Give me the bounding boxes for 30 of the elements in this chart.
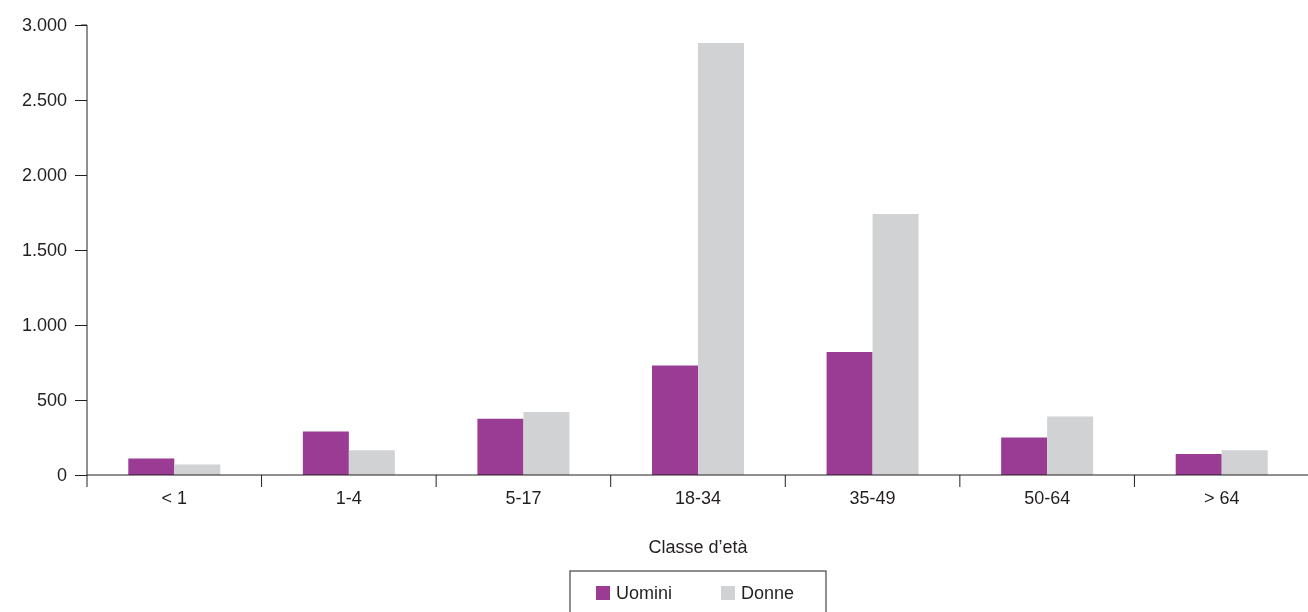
bar — [128, 458, 175, 475]
y-tick-label: 2.000 — [21, 165, 67, 186]
y-tick-label: 3.000 — [21, 15, 67, 36]
x-tick-label: 5-17 — [505, 487, 542, 508]
bar — [826, 352, 873, 475]
y-tick-label: 1.000 — [21, 315, 67, 336]
bar — [477, 418, 524, 475]
x-tick-label: > 64 — [1203, 487, 1240, 508]
bar — [302, 431, 349, 475]
y-tick-label: 1.500 — [21, 240, 67, 261]
bar — [348, 450, 395, 475]
legend-label: Uomini — [616, 583, 673, 603]
x-tick-label: 50-64 — [1024, 487, 1071, 508]
x-axis-title: Classe d’età — [648, 537, 749, 557]
x-tick-label: 1-4 — [335, 487, 362, 508]
legend-label: Donne — [741, 583, 795, 603]
bar — [523, 412, 570, 475]
bar — [1047, 416, 1094, 475]
bar — [1175, 454, 1222, 475]
y-tick-label: 0 — [56, 465, 67, 486]
x-tick-label: 35-49 — [849, 487, 896, 508]
bar — [1001, 437, 1048, 475]
x-tick-label: 18-34 — [674, 487, 722, 508]
bar — [872, 214, 919, 475]
bar — [1221, 450, 1268, 475]
x-tick-label: < 1 — [161, 487, 188, 508]
bar — [698, 43, 744, 475]
y-tick-label: 2.500 — [21, 90, 67, 111]
y-tick-label: 500 — [36, 390, 67, 411]
bar — [652, 365, 698, 475]
